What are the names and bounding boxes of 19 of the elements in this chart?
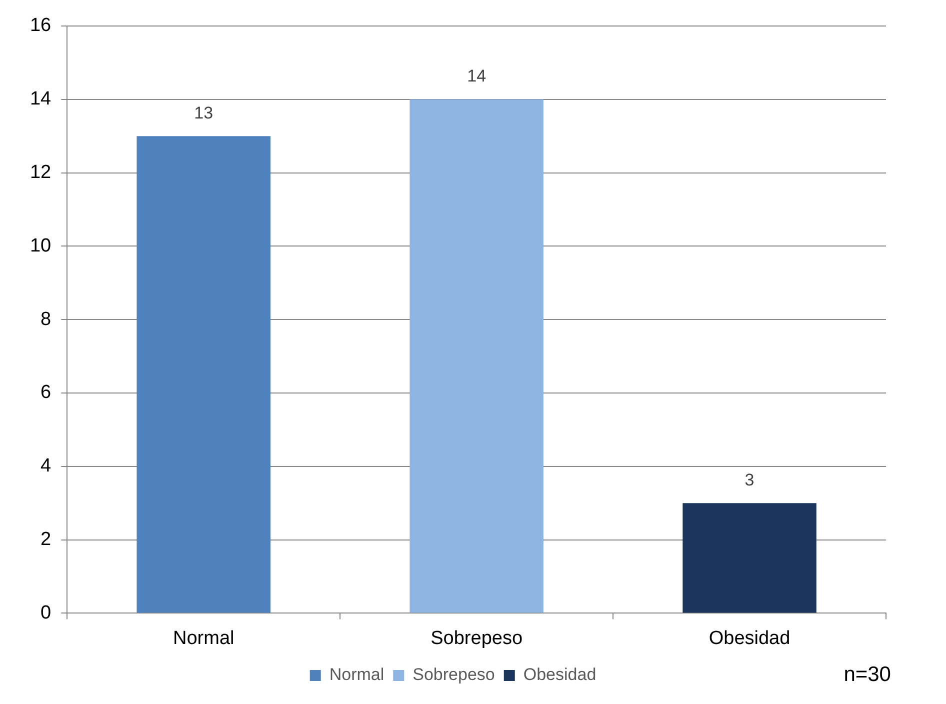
legend-label: Obesidad — [523, 665, 596, 684]
y-tick-label: 16 — [30, 15, 52, 36]
y-tick-label: 12 — [30, 162, 52, 184]
data-label: 3 — [744, 470, 754, 490]
text: n=30 — [844, 662, 891, 686]
legend-label: Sobrepeso — [412, 665, 495, 684]
x-tick-label: Normal — [172, 628, 234, 649]
y-tick-label: 8 — [40, 308, 52, 330]
y-tick-label: 4 — [40, 456, 52, 477]
y-tick-label: 0 — [40, 602, 52, 624]
legend-label: Normal — [329, 665, 384, 684]
y-tick-label: 10 — [30, 235, 52, 256]
data-label: 14 — [467, 66, 486, 86]
y-tick-label: 2 — [40, 529, 52, 550]
x-tick-label: Sobrepeso — [430, 628, 523, 649]
y-tick-label: 14 — [30, 88, 52, 110]
x-tick-label: Obesidad — [708, 628, 790, 649]
y-tick-label: 6 — [40, 382, 52, 404]
data-label: 13 — [194, 103, 214, 122]
